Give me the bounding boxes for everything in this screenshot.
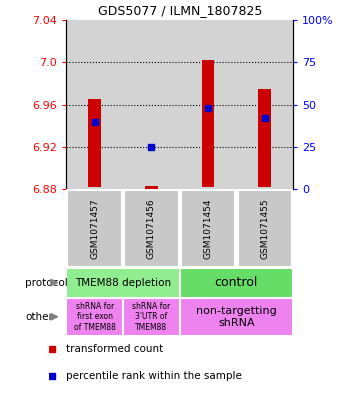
Bar [66,268,180,298]
Bar [88,99,101,187]
Text: GSM1071456: GSM1071456 [147,198,156,259]
Text: percentile rank within the sample: percentile rank within the sample [66,371,242,381]
Text: GSM1071455: GSM1071455 [260,198,269,259]
Text: GSM1071457: GSM1071457 [90,198,99,259]
Bar [124,190,178,267]
Text: GSM1071454: GSM1071454 [204,198,212,259]
Text: shRNA for
first exon
of TMEM88: shRNA for first exon of TMEM88 [74,302,116,332]
Text: protocol: protocol [26,277,68,288]
Text: other: other [26,312,53,322]
Bar [238,190,292,267]
Bar [66,298,123,336]
Text: shRNA for
3'UTR of
TMEM88: shRNA for 3'UTR of TMEM88 [132,302,170,332]
Bar [180,298,293,336]
Text: TMEM88 depletion: TMEM88 depletion [75,277,171,288]
Bar [202,60,214,187]
Bar [258,89,271,187]
Bar [67,190,122,267]
Bar [180,268,293,298]
Bar [123,298,180,336]
Text: non-targetting
shRNA: non-targetting shRNA [196,306,277,327]
Bar [181,190,235,267]
Bar [145,186,157,191]
Text: transformed count: transformed count [66,344,164,354]
Text: control: control [215,276,258,289]
Title: GDS5077 / ILMN_1807825: GDS5077 / ILMN_1807825 [98,4,262,17]
